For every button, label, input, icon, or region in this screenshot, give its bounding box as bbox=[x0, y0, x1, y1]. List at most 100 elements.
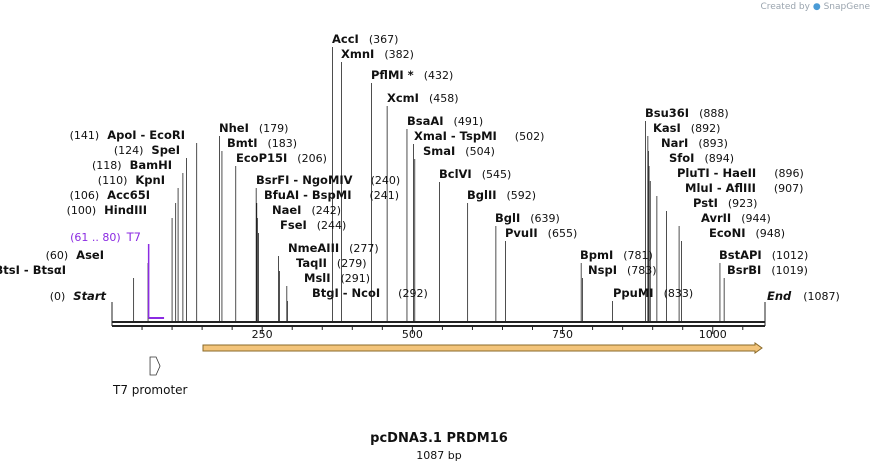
site-name-36: SfoI bbox=[669, 151, 694, 165]
watermark-brand: SnapGene bbox=[823, 2, 870, 12]
site-name-30: BpmI bbox=[580, 248, 613, 262]
scale-label-250: 250 bbox=[252, 328, 273, 341]
site-pos-26: (545) bbox=[482, 168, 512, 181]
site-name-21: PflMI * bbox=[371, 68, 414, 82]
insert-feature-arrow bbox=[202, 342, 763, 354]
site-name-43: BsrBI bbox=[727, 263, 761, 277]
site-pos-38: (907) bbox=[774, 182, 804, 195]
site-pos-18: (292) bbox=[398, 287, 428, 300]
site-name-15: NmeAIII bbox=[288, 241, 339, 255]
site-name-12: BfuAI - BspMI bbox=[264, 188, 351, 202]
site-name-17: MslI bbox=[304, 271, 331, 285]
site-name-4: KpnI bbox=[135, 173, 165, 187]
site-pos-9: (183) bbox=[268, 137, 298, 150]
scale-label-750: 750 bbox=[552, 328, 573, 341]
site-name-0: BtsI - BtsαI bbox=[0, 263, 66, 277]
site-pos-16: (279) bbox=[337, 257, 367, 270]
site-name-19: AccI bbox=[332, 32, 359, 46]
site-name-37: PluTI - HaeII bbox=[677, 166, 756, 180]
site-lines bbox=[111, 47, 766, 326]
site-name-5: BamHI bbox=[130, 158, 172, 172]
site-pos-12: (241) bbox=[369, 189, 399, 202]
site-name-18: BtgI - NcoI bbox=[312, 286, 380, 300]
site-pos-4: (110) bbox=[98, 174, 128, 187]
features: (61 .. 80) T7 T7 promoter bbox=[70, 230, 763, 397]
site-pos-3: (106) bbox=[70, 189, 100, 202]
site-pos-13: (242) bbox=[311, 204, 341, 217]
site-pos-40: (944) bbox=[741, 212, 771, 225]
site-pos-24: (502) bbox=[515, 130, 545, 143]
site-name-40: AvrII bbox=[701, 211, 731, 225]
site-pos-11: (240) bbox=[371, 174, 401, 187]
site-name-11: BsrFI - NgoMIV bbox=[256, 173, 353, 187]
site-pos-39: (923) bbox=[728, 197, 758, 210]
site-name-29: PvuII bbox=[505, 226, 538, 240]
site-pos-8: (179) bbox=[259, 122, 289, 135]
boundary-pos-1: (1087) bbox=[803, 290, 840, 303]
scale-label-500: 500 bbox=[402, 328, 423, 341]
site-pos-42: (1012) bbox=[772, 249, 809, 262]
plasmid-length: 1087 bp bbox=[416, 449, 462, 462]
site-pos-30: (781) bbox=[623, 249, 653, 262]
t7-promoter-label: T7 promoter bbox=[112, 383, 188, 397]
site-name-38: MluI - AflIII bbox=[685, 181, 756, 195]
site-name-24: XmaI - TspMI bbox=[414, 129, 497, 143]
site-pos-32: (833) bbox=[664, 287, 694, 300]
site-name-27: BglII bbox=[467, 188, 497, 202]
snapgene-logo-icon: ● bbox=[812, 2, 821, 12]
site-name-35: NarI bbox=[661, 136, 688, 150]
site-name-41: EcoNI bbox=[709, 226, 745, 240]
plasmid-name: pcDNA3.1 PRDM16 bbox=[370, 431, 508, 446]
site-pos-20: (382) bbox=[384, 48, 414, 61]
site-name-20: XmnI bbox=[341, 47, 374, 61]
boundary-pos-0: (0) bbox=[50, 290, 66, 303]
site-pos-1: (60) bbox=[46, 249, 69, 262]
boundary-name-1: End bbox=[767, 289, 792, 303]
site-name-33: Bsu36I bbox=[645, 106, 689, 120]
site-labels: (36)BtsI - BtsαI(60)AseI(100)HindIII(106… bbox=[0, 32, 840, 303]
site-pos-33: (888) bbox=[699, 107, 729, 120]
primer-name: T7 bbox=[126, 230, 141, 244]
t7-promoter-arrow-icon bbox=[149, 356, 161, 376]
site-pos-41: (948) bbox=[755, 227, 785, 240]
site-pos-2: (100) bbox=[67, 204, 97, 217]
site-name-25: SmaI bbox=[423, 144, 455, 158]
site-pos-25: (504) bbox=[465, 145, 495, 158]
site-name-10: EcoP15I bbox=[236, 151, 287, 165]
site-pos-36: (894) bbox=[704, 152, 734, 165]
site-pos-23: (491) bbox=[454, 115, 484, 128]
site-pos-19: (367) bbox=[369, 33, 399, 46]
site-name-3: Acc65I bbox=[107, 188, 150, 202]
site-name-22: XcmI bbox=[387, 91, 419, 105]
site-name-16: TaqII bbox=[296, 256, 327, 270]
site-name-31: NspI bbox=[588, 263, 617, 277]
site-name-23: BsaAI bbox=[407, 114, 444, 128]
site-pos-29: (655) bbox=[548, 227, 578, 240]
site-name-7: ApoI - EcoRI bbox=[107, 128, 185, 142]
site-name-2: HindIII bbox=[104, 203, 147, 217]
scale-label-1000: 1000 bbox=[699, 328, 727, 341]
site-pos-31: (783) bbox=[627, 264, 657, 277]
site-name-28: BglI bbox=[495, 211, 520, 225]
site-pos-10: (206) bbox=[297, 152, 327, 165]
site-pos-27: (592) bbox=[506, 189, 536, 202]
site-pos-34: (892) bbox=[691, 122, 721, 135]
site-pos-43: (1019) bbox=[771, 264, 808, 277]
site-pos-28: (639) bbox=[530, 212, 560, 225]
site-name-1: AseI bbox=[76, 248, 104, 262]
site-name-32: PpuMI bbox=[613, 286, 654, 300]
site-pos-35: (893) bbox=[698, 137, 728, 150]
site-pos-15: (277) bbox=[349, 242, 379, 255]
site-name-14: FseI bbox=[280, 218, 307, 232]
site-pos-6: (124) bbox=[114, 144, 144, 157]
site-name-26: BclVI bbox=[439, 167, 472, 181]
watermark-created-by: Created by bbox=[760, 2, 810, 12]
site-pos-14: (244) bbox=[317, 219, 347, 232]
site-pos-22: (458) bbox=[429, 92, 459, 105]
site-name-42: BstAPI bbox=[719, 248, 762, 262]
site-pos-17: (291) bbox=[341, 272, 371, 285]
site-name-39: PstI bbox=[693, 196, 718, 210]
site-name-8: NheI bbox=[219, 121, 249, 135]
site-name-9: BmtI bbox=[227, 136, 258, 150]
